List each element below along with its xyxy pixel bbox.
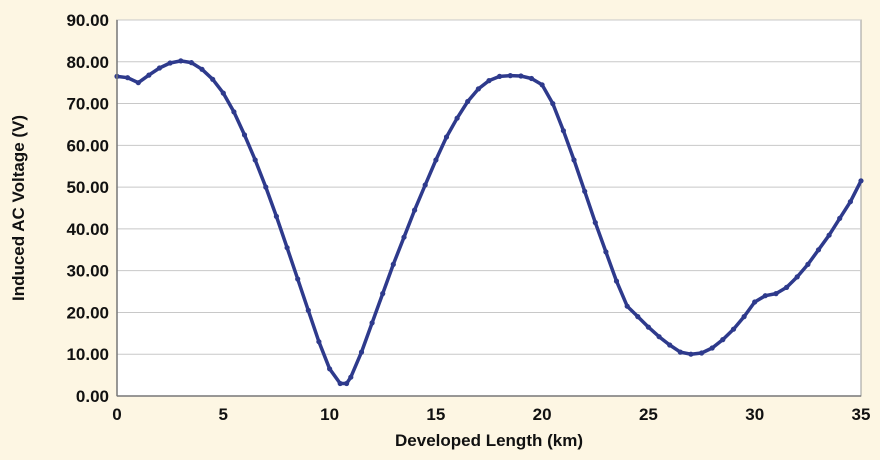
data-point (348, 374, 354, 380)
data-point (762, 293, 768, 299)
data-point (401, 234, 407, 240)
data-point (188, 60, 194, 66)
data-point (475, 86, 481, 92)
data-point (582, 188, 588, 194)
data-point (273, 213, 279, 219)
data-point (720, 337, 726, 343)
data-point (635, 314, 641, 320)
data-point (858, 178, 864, 184)
series-line (115, 59, 863, 386)
data-point (624, 303, 630, 309)
data-point (837, 215, 843, 221)
y-tick-label: 10.00 (66, 345, 109, 364)
x-tick-label: 5 (219, 405, 228, 424)
data-point (528, 75, 535, 82)
y-tick-label: 20.00 (66, 303, 109, 322)
data-point (805, 261, 811, 267)
data-point (699, 350, 705, 356)
data-point (433, 157, 439, 163)
data-point (263, 184, 269, 190)
data-point (741, 314, 747, 320)
y-axis-title: Induced AC Voltage (V) (9, 115, 28, 301)
data-point (847, 199, 854, 205)
data-point (316, 339, 322, 345)
x-tick-label: 0 (112, 405, 121, 424)
data-point (730, 326, 737, 332)
data-point (412, 207, 418, 213)
data-point (550, 101, 556, 107)
data-point (454, 115, 460, 121)
series-points (114, 58, 864, 387)
data-point (656, 334, 662, 340)
y-tick-label: 80.00 (66, 53, 109, 72)
data-point (677, 349, 683, 355)
x-tick-label: 15 (426, 405, 445, 424)
data-point (125, 75, 131, 81)
data-point (752, 299, 758, 305)
data-point (794, 274, 800, 280)
data-point (156, 65, 163, 71)
data-point (507, 73, 513, 79)
data-point (422, 182, 428, 188)
data-point (295, 276, 301, 282)
data-point (358, 349, 365, 355)
y-tick-labels: 0.00 10.00 20.00 30.00 40.00 50.00 60.00 70.00 8… (66, 11, 109, 406)
data-point (773, 291, 779, 297)
data-point (465, 98, 471, 105)
x-tick-label: 30 (745, 405, 764, 424)
data-point (613, 278, 620, 284)
y-tick-label: 60.00 (66, 136, 109, 155)
data-point (199, 66, 205, 72)
data-point (146, 72, 152, 78)
data-point (220, 90, 226, 96)
data-point (210, 76, 216, 82)
data-point (709, 345, 715, 351)
data-point (305, 307, 311, 313)
data-point (571, 157, 577, 163)
x-tick-labels: 0 5 10 15 20 25 30 35 (112, 405, 870, 424)
data-point (252, 157, 258, 163)
data-point (369, 320, 375, 326)
data-point (337, 380, 343, 387)
data-point (497, 73, 503, 79)
data-point (443, 134, 450, 140)
data-point (518, 73, 524, 79)
data-point (380, 291, 386, 297)
data-point (167, 60, 173, 66)
data-point (135, 80, 141, 86)
data-point (784, 284, 790, 290)
data-point (241, 132, 248, 138)
data-point (178, 58, 184, 64)
data-point (560, 128, 567, 134)
data-point (284, 245, 290, 251)
data-point (390, 261, 396, 267)
data-point (815, 247, 822, 253)
y-tick-label: 0.00 (76, 387, 109, 406)
gridlines (117, 19, 861, 355)
y-tick-label: 70.00 (66, 95, 109, 114)
data-point (344, 380, 350, 387)
data-point (603, 249, 609, 255)
data-point (667, 342, 673, 348)
x-tick-label: 25 (639, 405, 658, 424)
x-tick-label: 35 (852, 405, 871, 424)
data-point (688, 351, 694, 357)
data-point (539, 82, 545, 88)
y-tick-label: 40.00 (66, 220, 109, 239)
x-tick-label: 10 (320, 405, 339, 424)
y-tick-label: 50.00 (66, 178, 109, 197)
y-tick-label: 90.00 (66, 11, 109, 30)
data-point (826, 232, 832, 238)
data-point (645, 324, 652, 330)
data-point (327, 366, 333, 372)
data-point (231, 109, 237, 115)
plot-area (116, 19, 862, 397)
x-axis-title: Developed Length (km) (395, 431, 583, 450)
x-tick-label: 20 (533, 405, 552, 424)
y-tick-label: 30.00 (66, 262, 109, 281)
data-point (592, 220, 598, 226)
data-point (486, 78, 492, 84)
